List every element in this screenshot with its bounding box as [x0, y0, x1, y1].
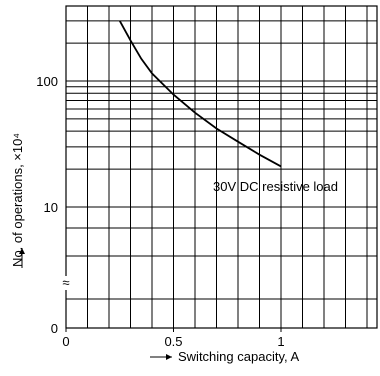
y-axis-label: No. of operations, ×10⁴	[10, 133, 25, 267]
axis-break-gap	[62, 276, 70, 290]
y-axis-arrow	[19, 248, 25, 268]
series-line	[119, 20, 282, 168]
grid-lines	[66, 6, 377, 328]
y-axis-label-group: No. of operations, ×10⁴	[10, 133, 25, 267]
x-tick-label-0: 0	[62, 334, 69, 349]
axis-break-symbol: ≈	[62, 275, 69, 290]
plot-border	[65, 5, 378, 329]
x-axis-label: Switching capacity, A	[178, 349, 299, 364]
y-tick-label-0: 0	[51, 321, 58, 336]
x-tick-label-1: 1	[277, 334, 284, 349]
y-tick-label-100: 100	[36, 74, 58, 89]
series-annotation: 30V DC resistive load	[213, 179, 338, 194]
x-axis-label-group: Switching capacity, A	[150, 349, 299, 364]
plot-frame	[62, 5, 378, 332]
x-tick-label-0.5: 0.5	[164, 334, 182, 349]
x-axis-arrow-head	[166, 354, 172, 360]
y-tick-label-10: 10	[44, 200, 58, 215]
series-layer	[119, 20, 282, 168]
